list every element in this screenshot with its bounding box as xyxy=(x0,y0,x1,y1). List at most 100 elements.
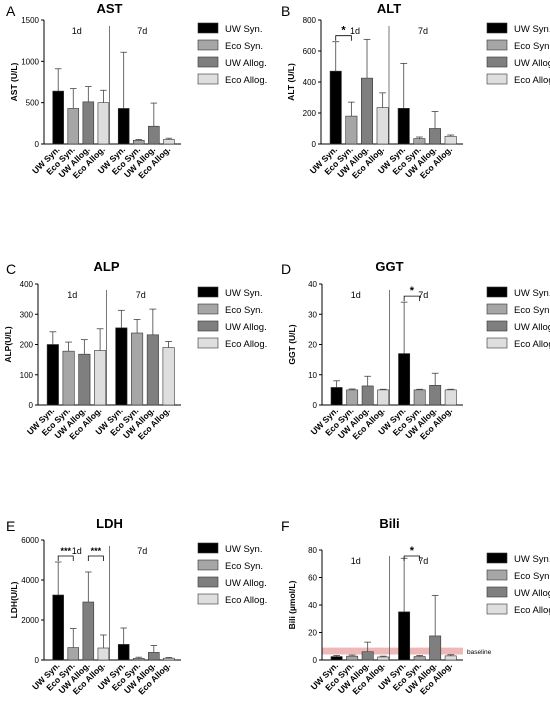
significance-bracket xyxy=(403,555,421,561)
panel-c: C ALP 0 100 200 300 400 ALP(U/L) 1d UW Syn. Eco Sy… xyxy=(3,259,267,442)
legend-label: UW Allog. xyxy=(225,578,267,589)
bar xyxy=(132,658,145,661)
significance-marker: * xyxy=(410,285,415,297)
legend-label: Eco Syn. xyxy=(225,41,263,52)
bar xyxy=(117,644,130,661)
y-axis-label: Bili (µmol/L) xyxy=(287,580,297,629)
bar xyxy=(397,108,410,145)
legend-label: Eco Syn. xyxy=(514,41,550,52)
legend-label: UW Syn. xyxy=(225,544,262,555)
group-label: 7d xyxy=(137,26,147,36)
legend-label: Eco Allog. xyxy=(514,605,550,616)
significance-bracket xyxy=(87,555,104,561)
y-tick-label: 60 xyxy=(308,574,317,583)
legend-swatch xyxy=(486,39,508,51)
legend-swatch xyxy=(486,303,508,315)
significance-marker: * xyxy=(410,545,415,557)
panel-title: GGT xyxy=(375,259,403,274)
y-axis-label: AST (U/L) xyxy=(9,62,19,101)
bar xyxy=(94,350,107,406)
bar xyxy=(377,389,390,406)
bar xyxy=(377,656,390,661)
bar xyxy=(413,656,426,661)
legend-swatch xyxy=(486,22,508,34)
panel-b: B ALT 0 200 400 600 800 ALT (U/L) 1d UW Syn. Eco S… xyxy=(281,1,550,181)
significance-bracket xyxy=(403,295,421,302)
y-tick-label: 100 xyxy=(20,371,34,380)
bar xyxy=(146,334,159,406)
y-tick-label: 0 xyxy=(313,401,318,410)
bar xyxy=(82,101,95,145)
bar xyxy=(67,108,80,145)
baseline-band xyxy=(322,647,463,655)
significance-marker: * xyxy=(341,25,346,37)
y-tick-label: 800 xyxy=(303,16,317,25)
group-label: 7d xyxy=(418,290,428,300)
group-label: 1d xyxy=(351,290,361,300)
y-tick-label: 600 xyxy=(303,47,317,56)
legend-swatch xyxy=(486,552,508,564)
y-axis-label: GGT (U/L) xyxy=(287,324,297,364)
bar xyxy=(429,128,441,145)
panel-title: LDH xyxy=(96,516,123,531)
y-tick-label: 0 xyxy=(35,140,40,149)
y-tick-label: 300 xyxy=(20,310,34,319)
y-tick-label: 0 xyxy=(313,656,318,665)
legend-label: Eco Syn. xyxy=(225,305,263,316)
bar xyxy=(345,115,358,145)
group-label: 1d xyxy=(67,290,77,300)
group-label: 1d xyxy=(350,26,360,36)
legend-label: Eco Allog. xyxy=(225,339,267,350)
bar xyxy=(444,135,457,145)
y-tick-label: 30 xyxy=(308,310,317,319)
significance-marker: *** xyxy=(60,546,71,556)
baseline-label: baseline xyxy=(467,649,492,656)
bar xyxy=(329,70,342,145)
bar xyxy=(67,647,80,661)
panel-letter: D xyxy=(281,261,291,277)
bar xyxy=(429,635,442,661)
legend-label: Eco Allog. xyxy=(225,595,267,606)
y-tick-label: 500 xyxy=(26,99,40,108)
bar xyxy=(361,651,374,661)
legend-label: UW Syn. xyxy=(514,24,550,35)
y-axis-label: ALT (U/L) xyxy=(286,63,296,101)
legend-swatch xyxy=(197,559,219,571)
bar xyxy=(52,90,64,145)
y-tick-label: 10 xyxy=(308,371,317,380)
bar xyxy=(413,138,426,145)
y-tick-label: 200 xyxy=(303,109,317,118)
legend-swatch xyxy=(486,337,508,349)
panel-letter: C xyxy=(6,261,16,277)
legend-swatch xyxy=(486,56,508,68)
panel-letter: E xyxy=(6,518,15,534)
legend-swatch xyxy=(197,73,219,85)
legend-swatch xyxy=(486,603,508,615)
legend-label: Eco Allog. xyxy=(514,75,550,86)
bar xyxy=(46,344,59,406)
legend-swatch xyxy=(486,586,508,598)
significance-bracket xyxy=(335,35,352,41)
y-tick-label: 80 xyxy=(308,546,317,555)
panel-letter: B xyxy=(281,3,290,19)
legend-swatch xyxy=(197,303,219,315)
group-label: 1d xyxy=(351,556,361,566)
legend-swatch xyxy=(486,320,508,332)
legend-swatch xyxy=(197,542,219,554)
panel-title: ALT xyxy=(377,1,401,16)
group-label: 7d xyxy=(418,556,428,566)
bar xyxy=(376,107,389,145)
y-tick-label: 400 xyxy=(303,78,317,87)
y-tick-label: 0 xyxy=(312,140,317,149)
y-tick-label: 400 xyxy=(20,280,34,289)
bar xyxy=(398,353,411,406)
legend-label: UW Allog. xyxy=(514,588,550,599)
legend-label: Eco Allog. xyxy=(225,75,267,86)
bar xyxy=(346,389,359,406)
panel-d: D GGT 0 10 20 30 40 GGT (U/L) 1d UW Syn. Eco Syn. U… xyxy=(281,259,550,442)
group-label: 1d xyxy=(72,26,82,36)
bar xyxy=(444,655,457,661)
legend-label: Eco Syn. xyxy=(225,561,263,572)
bar xyxy=(148,652,160,661)
